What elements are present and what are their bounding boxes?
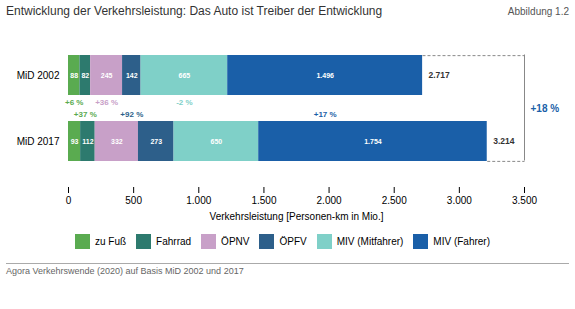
- svg-text:+6 %: +6 %: [65, 98, 83, 107]
- svg-text:2.000: 2.000: [317, 195, 342, 206]
- svg-text:Verkehrsleistung [Personen-km: Verkehrsleistung [Personen-km in Mio.]: [210, 211, 384, 222]
- svg-text:-2 %: -2 %: [176, 98, 192, 107]
- svg-text:1.500: 1.500: [251, 195, 276, 206]
- html-text:MIV (Fahrer): MIV (Fahrer): [433, 236, 490, 247]
- svg-text:0: 0: [66, 195, 72, 206]
- svg-text:+36 %: +36 %: [95, 98, 118, 107]
- svg-text:93: 93: [71, 138, 79, 145]
- svg-text:142: 142: [126, 72, 138, 79]
- svg-text:1.754: 1.754: [364, 138, 382, 145]
- html-text:ÖPNV: ÖPNV: [221, 236, 250, 247]
- svg-text:245: 245: [101, 72, 113, 79]
- svg-text:332: 332: [111, 138, 123, 145]
- svg-text:82: 82: [81, 72, 89, 79]
- svg-text:3.500: 3.500: [512, 195, 537, 206]
- svg-text:MiD 2002: MiD 2002: [17, 70, 60, 81]
- svg-text:3.214: 3.214: [493, 136, 515, 146]
- svg-text:2.500: 2.500: [382, 195, 407, 206]
- svg-text:1.000: 1.000: [186, 195, 211, 206]
- html-text:MIV (Mitfahrer): MIV (Mitfahrer): [336, 236, 404, 247]
- svg-text:2.717: 2.717: [428, 70, 450, 80]
- html-text:ÖPFV: ÖPFV: [279, 236, 307, 247]
- svg-text:1.496: 1.496: [316, 72, 334, 79]
- svg-text:+37 %: +37 %: [74, 110, 97, 119]
- html-text:Entwicklung der Verkehrsleistu: Entwicklung der Verkehrsleistung: Das Au…: [6, 4, 383, 18]
- svg-text:112: 112: [82, 138, 93, 145]
- svg-text:+17 %: +17 %: [314, 110, 337, 119]
- svg-text:273: 273: [150, 138, 162, 145]
- svg-text:+18 %: +18 %: [531, 103, 560, 114]
- html-text:zu Fuß: zu Fuß: [95, 236, 127, 247]
- svg-text:3.000: 3.000: [447, 195, 472, 206]
- svg-text:500: 500: [125, 195, 142, 206]
- svg-text:665: 665: [179, 72, 191, 79]
- html-text:Abbildung 1.2: Abbildung 1.2: [507, 6, 569, 17]
- svg-text:MiD 2017: MiD 2017: [17, 136, 60, 147]
- svg-text:650: 650: [211, 138, 223, 145]
- html-text:Fahrrad: Fahrrad: [156, 236, 192, 247]
- svg-text:88: 88: [70, 72, 78, 79]
- html-text:Agora Verkehrswende (2020) auf: Agora Verkehrswende (2020) auf Basis MiD…: [6, 266, 244, 276]
- svg-text:+92 %: +92 %: [120, 110, 143, 119]
